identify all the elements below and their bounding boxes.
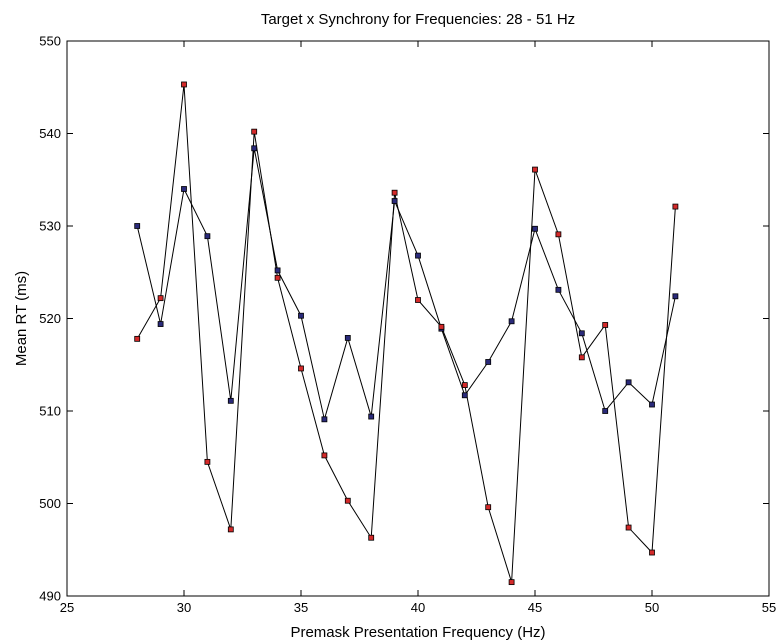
axes-frame [66,40,770,597]
plot-area: 25 30 35 40 45 50 55 490 500 510 520 530 540 550 [39,34,776,616]
data-point-series-2 [391,189,398,196]
data-point-series-2 [672,203,679,210]
data-point-series-2 [508,579,515,586]
data-point-series-1 [532,225,538,232]
data-point-series-2 [438,323,445,330]
data-point-series-1 [485,359,492,365]
chart-title: Target x Synchrony for Frequencies: 28 -… [261,11,575,28]
data-point-series-1 [181,186,187,192]
y-axis-label: Mean RT (ms) [13,271,30,366]
data-point-series-1 [578,330,585,337]
data-point-series-1 [134,223,141,229]
x-tick-label: 55 [762,600,776,615]
y-tick-label: 510 [39,404,61,419]
data-point-series-2 [368,534,375,541]
data-point-series-1 [204,233,211,240]
data-point-series-1 [602,408,609,414]
data-point-series-2 [134,335,141,342]
data-point-series-2 [461,382,468,389]
data-point-series-2 [298,365,304,372]
data-point-series-2 [555,231,562,238]
x-tick-label: 25 [60,600,74,615]
data-point-series-1 [625,379,632,386]
data-point-series-2 [344,497,351,504]
data-point-series-2 [181,81,187,88]
data-point-series-2 [578,354,585,361]
data-point-series-1 [461,392,468,399]
data-point-series-1 [672,293,679,300]
data-point-series-2 [274,274,281,281]
x-tick-label: 30 [177,600,191,615]
x-axis-label: Premask Presentation Frequency (Hz) [290,624,545,641]
data-point-series-2 [321,452,328,459]
data-point-series-2 [532,166,538,173]
y-tick-label: 500 [39,496,61,511]
y-tick-label: 550 [39,34,61,49]
y-tick-label: 540 [39,126,61,141]
data-point-series-2 [485,504,492,511]
data-point-series-1 [251,145,258,152]
data-point-series-1 [298,312,304,319]
series-line-1 [136,148,676,420]
data-point-series-1 [649,401,655,408]
series-line-2 [136,84,676,583]
x-tick-label: 35 [294,600,308,615]
data-point-series-1 [368,413,375,420]
x-tick-label: 40 [411,600,425,615]
data-point-series-1 [344,335,351,341]
x-tick-label: 45 [528,600,542,615]
data-point-series-2 [649,549,655,556]
data-point-series-2 [415,297,421,303]
data-point-series-2 [251,128,258,135]
y-tick-label: 530 [39,219,61,234]
data-point-series-1 [415,252,421,259]
data-point-series-1 [391,198,398,204]
data-point-series-1 [157,321,164,327]
y-tick-label: 520 [39,311,61,326]
data-point-series-1 [508,318,515,325]
data-point-series-1 [321,416,328,423]
data-point-series-2 [625,524,632,531]
data-point-series-2 [157,295,164,302]
data-point-series-1 [555,286,562,293]
data-point-series-1 [274,267,281,274]
y-tick-label: 490 [39,589,61,604]
data-point-series-2 [227,526,234,533]
data-point-series-2 [602,322,609,328]
x-tick-label: 50 [645,600,659,615]
data-point-series-2 [204,458,211,465]
data-point-series-1 [227,397,234,404]
